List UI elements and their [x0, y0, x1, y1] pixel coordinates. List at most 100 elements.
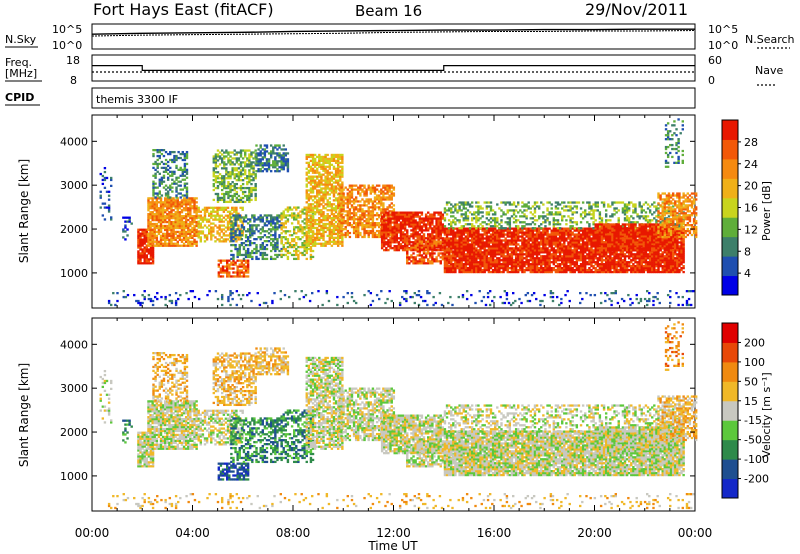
power-cell — [445, 261, 449, 264]
power-cell — [420, 219, 424, 222]
power-cell — [330, 224, 334, 228]
power-cell — [477, 233, 480, 236]
power-cell — [172, 213, 175, 216]
power-cell — [483, 243, 486, 246]
power-cell — [184, 215, 188, 218]
power-cell — [445, 270, 449, 274]
power-cell — [529, 253, 532, 256]
power-cell — [318, 185, 321, 188]
power-cell — [240, 263, 244, 266]
power-cell — [334, 171, 338, 174]
power-cell — [506, 253, 509, 256]
power-cell — [328, 222, 331, 226]
power-cell — [330, 222, 334, 226]
freq-panel — [91, 54, 696, 82]
power-cell — [510, 227, 514, 230]
power-cell — [185, 188, 189, 191]
power-cell — [149, 220, 152, 224]
noise-tick-right-bottom: 10^0 — [708, 39, 738, 52]
power-cell — [318, 155, 321, 159]
power-cell — [435, 217, 438, 220]
power-cell — [332, 240, 336, 243]
power-cell — [313, 232, 317, 236]
power-cell — [154, 172, 157, 175]
power-cell — [340, 190, 343, 193]
power-cell — [350, 206, 354, 209]
power-cell — [334, 191, 338, 194]
power-cell — [483, 270, 486, 274]
power-cell — [220, 208, 223, 211]
power-cell — [414, 256, 417, 259]
nave-tick-top: 60 — [708, 54, 722, 67]
power-cell — [235, 161, 239, 164]
power-cell — [179, 166, 182, 170]
power-cell — [234, 245, 237, 249]
power-cell — [242, 263, 246, 266]
power-cell — [418, 260, 422, 263]
power-cell — [326, 226, 329, 230]
power-cell — [489, 266, 493, 270]
power-cell — [161, 238, 165, 241]
power-cell — [412, 258, 415, 261]
power-cell — [354, 188, 358, 191]
power-cell — [236, 253, 239, 257]
power-cell — [454, 239, 457, 242]
power-cell — [519, 263, 522, 266]
power-cell — [250, 151, 253, 154]
power-cell — [193, 218, 196, 222]
power-cell — [410, 213, 413, 216]
power-cell — [249, 232, 252, 235]
power-cell — [326, 179, 329, 182]
power-cell — [239, 186, 243, 190]
power-cell — [334, 169, 338, 172]
power-cell — [512, 270, 516, 274]
power-cell — [166, 196, 170, 199]
power-cell — [519, 231, 522, 234]
power-cell — [320, 211, 323, 214]
power-cell — [249, 220, 252, 223]
power-cell — [235, 186, 239, 190]
power-cell — [199, 218, 203, 221]
power-cell — [367, 184, 370, 187]
power-cell — [361, 216, 364, 219]
power-cell — [246, 163, 249, 166]
power-cell — [320, 179, 323, 182]
power-cell — [334, 159, 338, 163]
power-cell — [166, 230, 169, 234]
power-cell — [439, 237, 442, 240]
power-cell — [151, 256, 155, 259]
power-cell — [152, 174, 155, 177]
power-cell — [229, 190, 232, 194]
power-cell — [301, 245, 304, 249]
power-cell — [145, 230, 148, 233]
power-cell — [489, 251, 493, 254]
power-cell — [483, 237, 486, 240]
power-cell — [147, 242, 150, 245]
power-cell — [176, 205, 179, 208]
power-cell — [336, 230, 340, 234]
freq-tick-bottom: 8 — [70, 74, 77, 87]
power-cell — [487, 270, 491, 274]
power-cell — [406, 258, 409, 261]
power-cell — [164, 209, 167, 212]
power-cell — [168, 224, 171, 228]
power-cell — [491, 261, 495, 264]
power-cell — [293, 257, 296, 261]
power-cell — [212, 222, 215, 225]
power-cell — [450, 257, 453, 260]
power-cell — [517, 263, 520, 266]
power-cell — [318, 165, 321, 168]
power-cell — [322, 216, 325, 220]
power-cell — [378, 222, 381, 225]
power-cell — [470, 239, 474, 242]
power-cell — [203, 224, 207, 227]
power-cell — [313, 179, 317, 182]
power-cell — [205, 236, 209, 239]
power-cell — [504, 257, 507, 260]
power-cell — [227, 192, 230, 196]
power-cell — [225, 184, 228, 188]
power-cell — [220, 198, 224, 202]
power-cell — [485, 245, 489, 248]
power-cell — [237, 167, 241, 170]
power-cell — [537, 249, 541, 252]
